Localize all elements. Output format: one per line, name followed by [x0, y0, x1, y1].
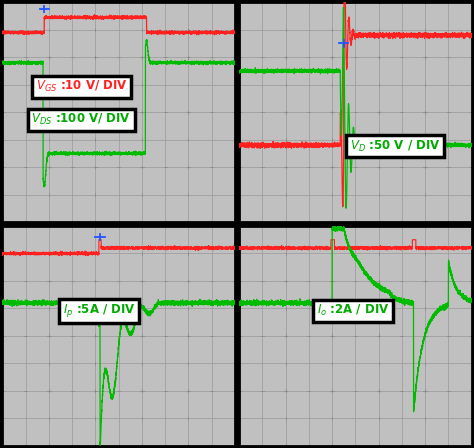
Text: $V_{DS}$ :100 V/ DIV: $V_{DS}$ :100 V/ DIV [31, 112, 131, 127]
Text: $I_o$ :2A / DIV: $I_o$ :2A / DIV [317, 303, 389, 318]
Text: $I_p$ :5A / DIV: $I_p$ :5A / DIV [63, 302, 135, 319]
Text: $V_D$ :50 V / DIV: $V_D$ :50 V / DIV [349, 138, 440, 154]
Text: $V_{GS}$ :10 V/ DIV: $V_{GS}$ :10 V/ DIV [36, 79, 128, 95]
